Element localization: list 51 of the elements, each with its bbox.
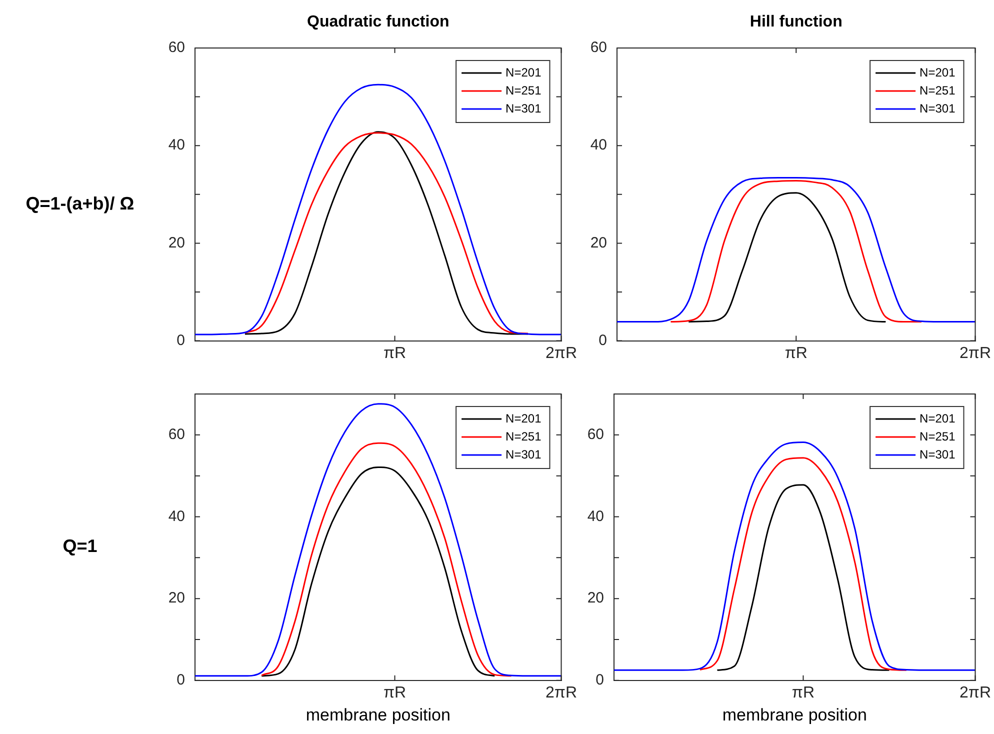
legend-label: N=201 (506, 411, 542, 426)
y-tick-label: 0 (176, 332, 185, 349)
legend-label: N=201 (920, 411, 956, 426)
y-tick-label: 20 (168, 234, 185, 252)
y-tick-label: 40 (590, 136, 607, 154)
y-axis-title: Q=1 (62, 536, 98, 556)
line-series (716, 484, 890, 671)
legend-label: N=301 (920, 447, 956, 462)
x-tick-label: 2πR (546, 344, 578, 362)
x-tick-label: 2πR (546, 684, 578, 702)
x-tick-label: πR (784, 344, 808, 362)
chart-title: Hill function (750, 13, 842, 30)
y-tick-label: 0 (598, 332, 607, 349)
y-tick-label: 0 (596, 672, 604, 689)
legend-label: N=301 (920, 101, 956, 116)
line-series (699, 457, 908, 671)
x-tick-label: 2πR (960, 684, 992, 702)
y-tick-label: 40 (168, 508, 185, 525)
y-tick-label: 20 (587, 590, 604, 607)
y-tick-label: 40 (587, 508, 604, 525)
line-series (194, 84, 562, 336)
legend-label: N=201 (506, 65, 542, 80)
line-series (616, 177, 976, 323)
x-axis-title: membrane position (722, 705, 867, 724)
legend-label: N=301 (506, 447, 542, 462)
x-axis-title: membrane position (306, 705, 450, 724)
y-tick-label: 20 (590, 234, 607, 252)
y-tick-label: 60 (587, 426, 604, 444)
x-tick-label: πR (792, 684, 815, 702)
line-series (688, 192, 886, 323)
line-series (260, 466, 496, 677)
x-tick-label: 2πR (960, 344, 992, 362)
line-series (613, 442, 976, 671)
chart-title: Quadratic function (307, 13, 450, 30)
y-tick-label: 60 (168, 39, 185, 56)
legend-label: N=251 (920, 429, 956, 444)
line-series (670, 180, 922, 323)
legend-label: N=201 (920, 65, 956, 80)
y-tick-label: 60 (168, 426, 185, 444)
line-series (194, 403, 562, 677)
x-tick-label: πR (383, 344, 406, 362)
legend-label: N=251 (506, 83, 542, 98)
y-tick-label: 60 (590, 39, 607, 56)
y-tick-label: 0 (176, 672, 185, 689)
legend-label: N=251 (506, 429, 542, 444)
y-tick-label: 40 (168, 136, 185, 154)
y-tick-label: 20 (168, 590, 185, 607)
legend-label: N=301 (506, 101, 542, 116)
x-tick-label: πR (383, 684, 406, 702)
y-axis-title: Q=1-(a+b)/ Ω (26, 193, 134, 214)
legend-label: N=251 (920, 83, 956, 98)
